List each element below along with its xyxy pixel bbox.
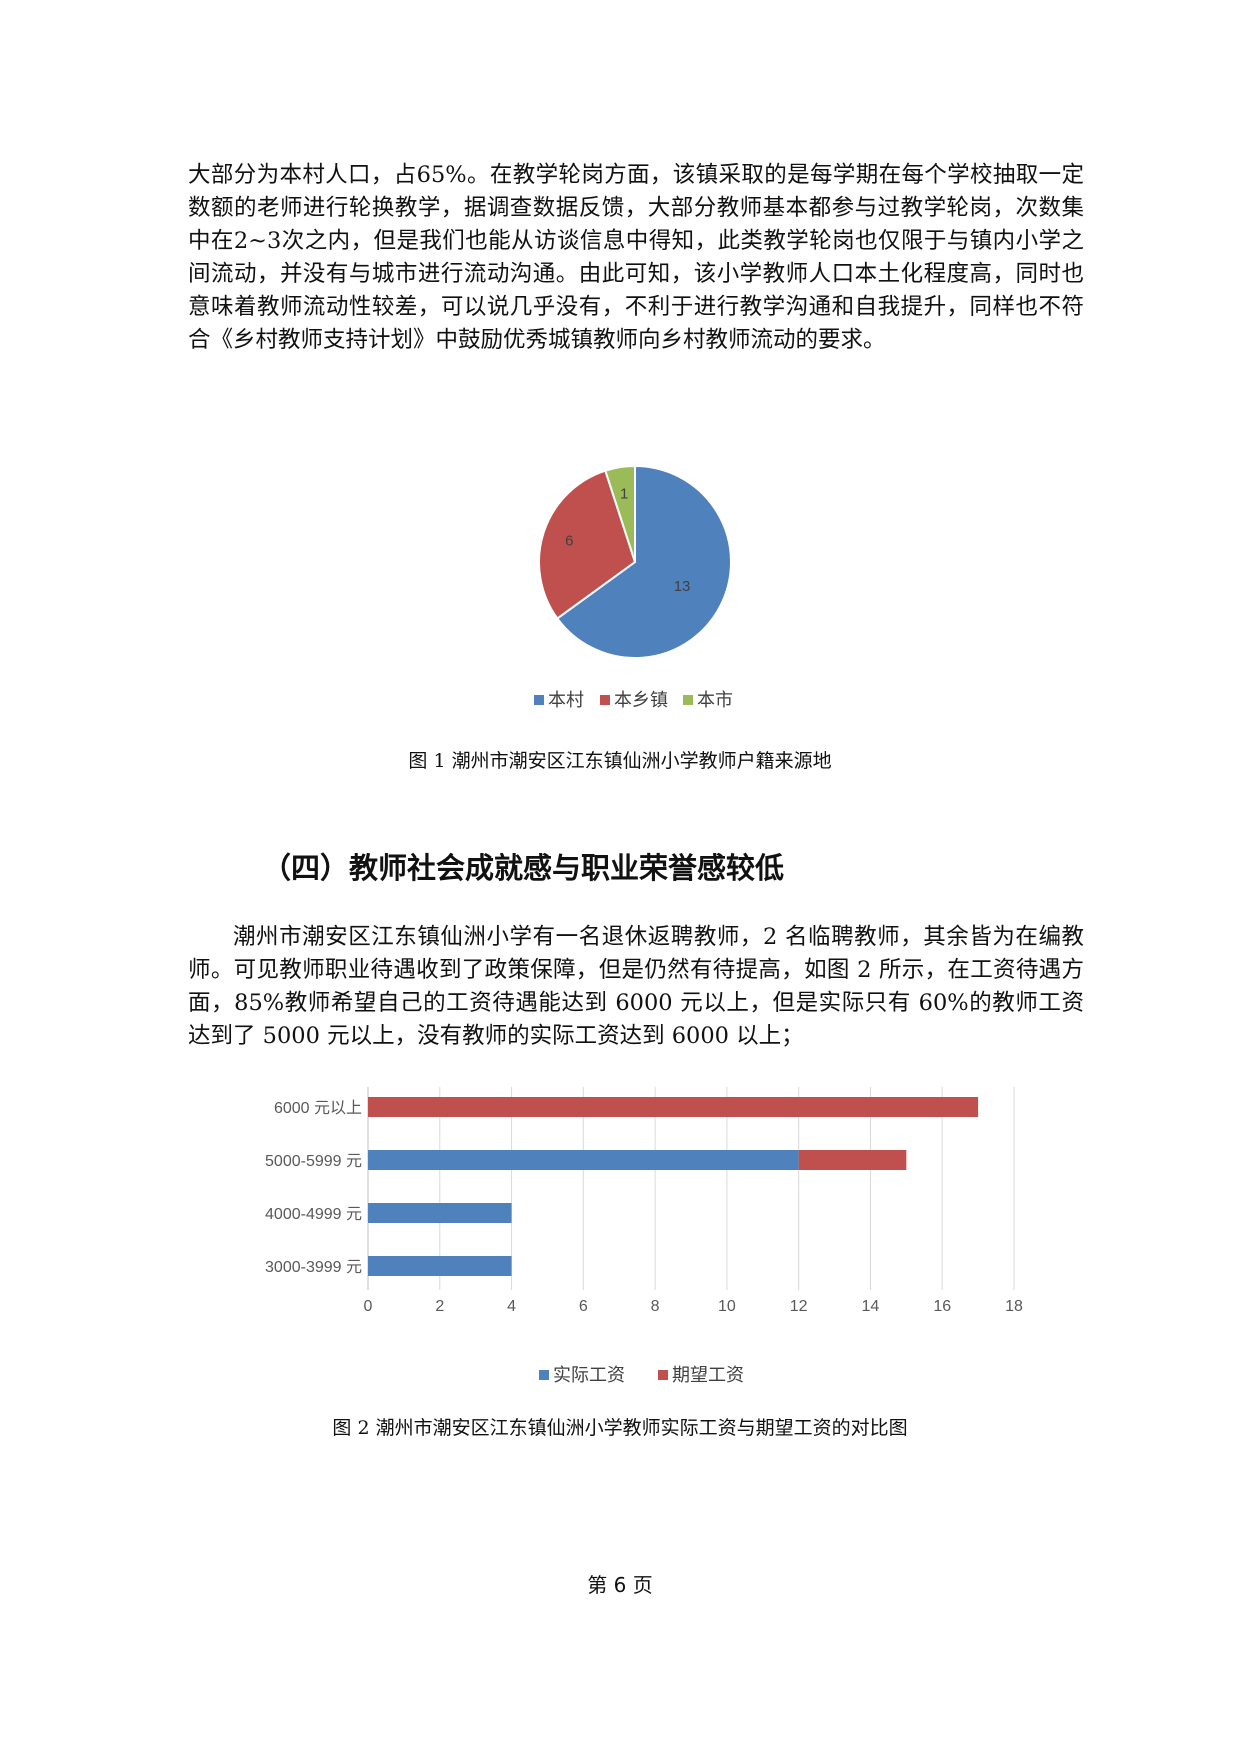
x-tick-label: 2	[435, 1298, 444, 1315]
y-tick-label: 5000-5999 元	[265, 1153, 362, 1170]
legend-label: 期望工资	[672, 1365, 744, 1385]
y-tick-label: 4000-4999 元	[265, 1206, 362, 1223]
bar	[368, 1256, 512, 1276]
figure-2-caption: 图 2 潮州市潮安区江东镇仙洲小学教师实际工资与期望工资的对比图	[332, 1417, 908, 1439]
legend-label: 实际工资	[553, 1365, 625, 1385]
legend-label: 本乡镇	[614, 690, 668, 710]
legend-swatch	[534, 695, 544, 705]
page-number: 第 6 页	[587, 1573, 653, 1597]
y-tick-label: 6000 元以上	[274, 1099, 362, 1117]
x-tick-label: 6	[579, 1298, 588, 1315]
x-tick-label: 18	[1005, 1298, 1023, 1315]
bar	[368, 1097, 979, 1117]
legend-swatch	[683, 695, 693, 705]
x-tick-label: 4	[507, 1298, 516, 1315]
x-tick-label: 16	[933, 1298, 951, 1315]
bar	[798, 1150, 907, 1170]
pie-data-label: 6	[565, 533, 573, 550]
x-tick-label: 12	[790, 1298, 808, 1315]
legend-swatch	[658, 1370, 668, 1380]
section-heading: （四）教师社会成就感与职业荣誉感较低	[262, 851, 785, 885]
legend-label: 本市	[697, 690, 733, 710]
legend-swatch	[539, 1370, 549, 1380]
legend-label: 本村	[548, 690, 584, 710]
x-tick-label: 10	[718, 1298, 736, 1315]
x-tick-label: 8	[651, 1298, 660, 1315]
body-paragraph-1: 大部分为本村人口，占65%。在教学轮岗方面，该镇采取的是每学期在每个学校抽取一定…	[188, 162, 1084, 353]
pie-data-label: 1	[620, 486, 628, 503]
y-tick-label: 3000-3999 元	[265, 1259, 362, 1276]
bar	[368, 1150, 799, 1170]
body-paragraph-2: 潮州市潮安区江东镇仙洲小学有一名退休返聘教师，2 名临聘教师，其余皆为在编教师。…	[188, 924, 1084, 1049]
legend-swatch	[600, 695, 610, 705]
figure-1-caption: 图 1 潮州市潮安区江东镇仙洲小学教师户籍来源地	[408, 750, 832, 772]
pie-slice	[604, 464, 636, 563]
pie-slice	[555, 464, 732, 659]
x-tick-label: 0	[364, 1298, 373, 1315]
pie-slice	[538, 469, 637, 620]
pie-data-label: 13	[674, 578, 691, 595]
x-tick-label: 14	[862, 1298, 880, 1315]
bar	[368, 1203, 512, 1223]
